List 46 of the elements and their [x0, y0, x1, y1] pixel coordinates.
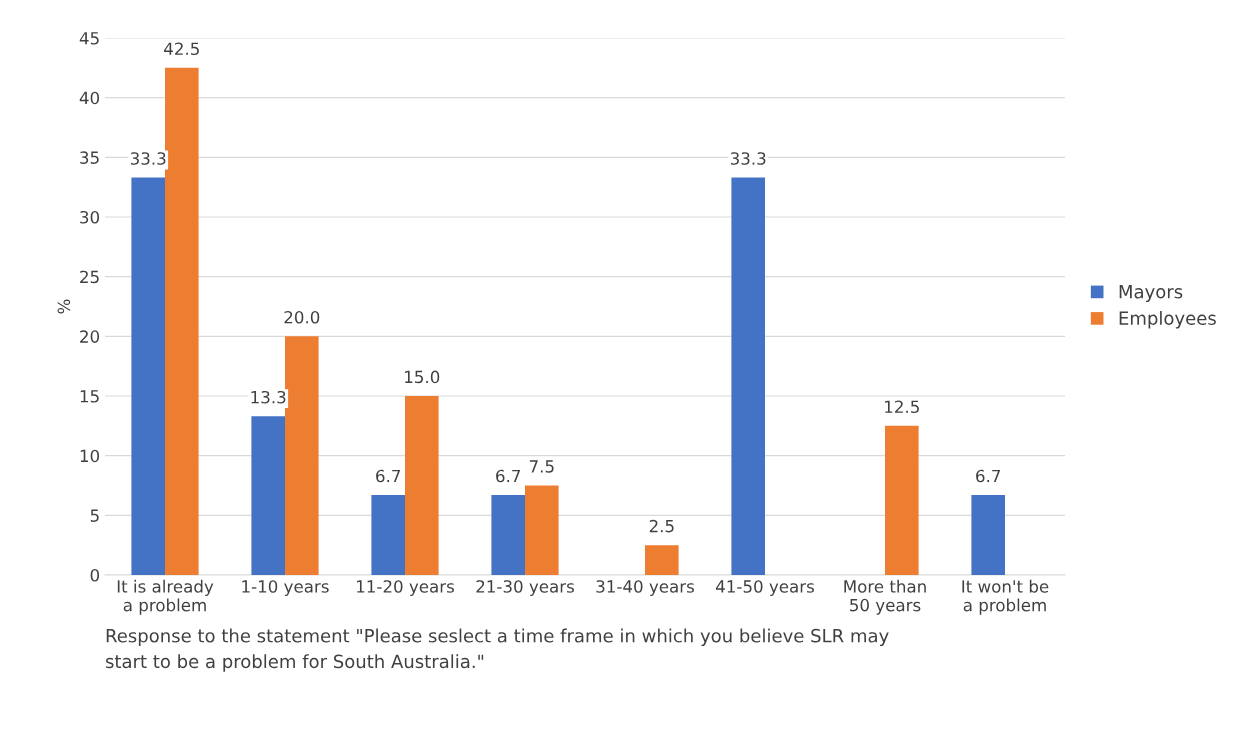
- data-label: 13.3: [251, 390, 286, 404]
- x-tick-label: 11-20 years: [357, 580, 454, 596]
- x-tick-label: 21-30 years: [476, 580, 574, 596]
- data-label: 15.0: [405, 370, 440, 384]
- bar: [371, 495, 405, 575]
- data-label: 20.0: [284, 310, 320, 324]
- data-label: 6.7: [976, 469, 1001, 483]
- y-tick-label: 35: [80, 151, 99, 164]
- x-tick-label: 31-40 years: [596, 580, 694, 596]
- bar: [251, 416, 285, 575]
- bar: [971, 495, 1005, 575]
- y-tick-label: 5: [90, 509, 99, 522]
- data-label: 12.5: [885, 400, 919, 414]
- data-label: 2.5: [649, 519, 674, 533]
- data-label: 33.3: [730, 152, 766, 165]
- legend-label: Employees: [1119, 311, 1216, 329]
- x-tick-label: It is already a problem: [117, 579, 214, 615]
- y-tick-label: 10: [80, 449, 100, 463]
- y-tick-label: 15: [80, 390, 99, 403]
- bar: [525, 485, 559, 575]
- x-tick-label: More than 50 years: [844, 579, 926, 615]
- bar: [165, 67, 199, 575]
- bar: [731, 177, 765, 575]
- y-tick-label: 30: [80, 210, 100, 224]
- bar: [885, 425, 919, 575]
- data-label: 7.5: [529, 460, 554, 473]
- y-tick-label: 0: [90, 568, 100, 582]
- bar: [491, 495, 525, 575]
- x-axis-title: Response to the statement "Please seslect a time frame in which you believe SLR may start to be a problem for South Australia.": [105, 628, 889, 672]
- y-tick-label: 45: [79, 32, 99, 45]
- bar: [645, 545, 679, 575]
- legend-label: Mayors: [1119, 285, 1183, 302]
- bar: [405, 396, 439, 575]
- bar: [285, 336, 319, 575]
- x-tick-label: It won't be a problem: [962, 579, 1049, 615]
- y-axis-title: %: [57, 299, 71, 314]
- data-label: 42.5: [164, 42, 199, 56]
- data-label: 6.7: [376, 469, 401, 483]
- x-tick-label: 41-50 years: [716, 580, 814, 596]
- y-tick-label: 20: [80, 330, 100, 343]
- bar: [131, 177, 165, 575]
- y-tick-label: 40: [79, 91, 100, 105]
- data-label: 6.7: [496, 469, 521, 483]
- y-tick-label: 25: [80, 270, 99, 284]
- data-label: 33.3: [130, 152, 166, 165]
- x-tick-label: 1-10 years: [242, 580, 329, 596]
